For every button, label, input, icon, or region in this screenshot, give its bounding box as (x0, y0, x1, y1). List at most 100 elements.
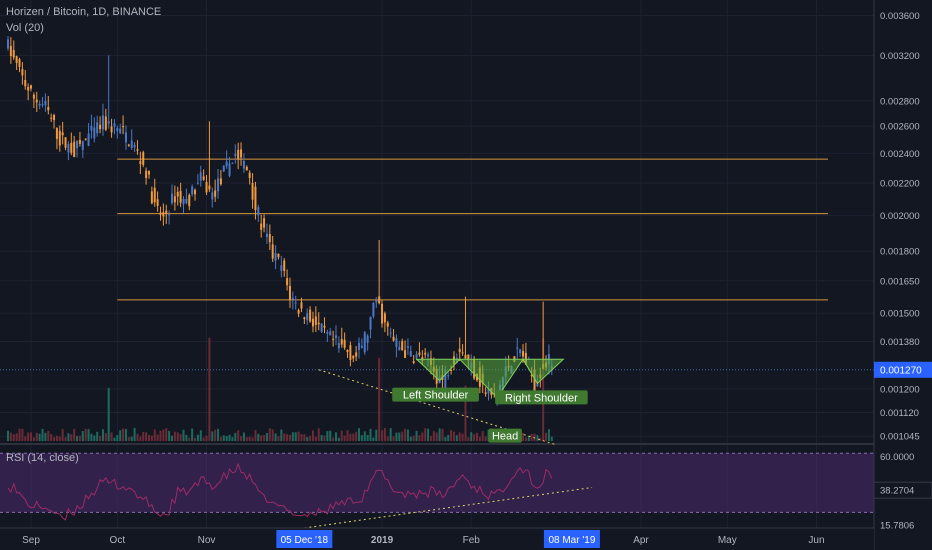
candle-body (424, 352, 427, 355)
candle-body (41, 104, 44, 106)
price-axis[interactable]: 0.003600 0.003200 0.002800 0.002600 0.002400… (873, 0, 932, 550)
volume-bar (545, 432, 548, 441)
volume-bar (156, 434, 159, 441)
volume-bar (271, 429, 274, 441)
volume-bar (372, 437, 375, 441)
volume-bar (547, 429, 550, 441)
price-tick-label: 0.003200 (880, 51, 920, 62)
volume-bar (196, 434, 199, 441)
volume-bar (401, 431, 404, 441)
volume-bar (398, 432, 401, 441)
volume-bar (159, 430, 162, 441)
volume-bar (240, 436, 243, 441)
candle-body (444, 370, 447, 389)
candle-body (530, 375, 533, 377)
price-tick-label: 0.001650 (880, 276, 920, 287)
volume-bar (18, 428, 21, 441)
chart-title[interactable]: Horizen / Bitcoin, 1D, BINANCE (6, 6, 162, 18)
volume-bar (406, 429, 409, 441)
candle-body (283, 260, 286, 271)
candle-body (280, 265, 283, 271)
volume-bar (32, 437, 35, 441)
candle-body (418, 352, 421, 355)
volume-bar (113, 437, 116, 441)
volume-bar (337, 437, 340, 441)
volume-bar (173, 431, 176, 441)
candle-body (199, 172, 202, 181)
volume-bar (352, 433, 355, 441)
volume-bar (217, 428, 220, 441)
candle-body (332, 338, 335, 340)
volume-bar (421, 432, 424, 441)
volume-bar (274, 433, 277, 441)
time-axis[interactable]: Sep Oct Nov 2019 Feb Apr May Jun 05 Dec '18 08 Ma… (0, 527, 874, 550)
volume-bar (539, 437, 542, 441)
candle-body (231, 162, 234, 164)
candle-body (519, 349, 522, 354)
candle-body (334, 335, 338, 339)
volume-bar (389, 428, 392, 441)
volume-bar (455, 435, 458, 441)
volume-bar (208, 337, 211, 441)
volume-bar (355, 431, 358, 441)
candle-body (214, 190, 217, 197)
volume-bar (245, 437, 248, 441)
candle-body (188, 194, 191, 207)
volume-bar (386, 436, 389, 441)
last-price-label: 0.001270 (880, 365, 922, 376)
volume-bar (473, 434, 476, 441)
candle-body (101, 115, 104, 130)
volume-bar (130, 436, 133, 441)
candle-body (219, 178, 222, 185)
volume-bar (288, 435, 291, 441)
rsi-legend[interactable]: RSI (14, close) (6, 452, 79, 464)
candle-body (329, 331, 332, 336)
candle-body (228, 163, 231, 176)
grid (0, 0, 932, 528)
volume-bar (96, 431, 99, 441)
candle-body (234, 153, 237, 156)
candle-body (93, 127, 96, 139)
candle-body (406, 346, 409, 348)
volume-bar (522, 432, 525, 441)
candle-body (288, 285, 291, 300)
candle-body (268, 234, 271, 243)
candle-body (27, 86, 30, 91)
candle-body (516, 347, 519, 349)
volume-bar (311, 430, 314, 441)
volume-bar (58, 436, 61, 441)
volume-bar (263, 435, 266, 441)
candle-body (392, 336, 395, 341)
volume-bar (50, 434, 53, 441)
pattern-labels: Left Shoulder Head Right Shoulder (392, 387, 588, 443)
price-tick-label: 0.001500 (880, 309, 920, 320)
price-tick-label: 0.002800 (880, 96, 920, 107)
volume-bar (404, 428, 407, 441)
volume-bar (412, 435, 415, 441)
volume-bar (199, 430, 202, 441)
volume-bar (24, 436, 27, 441)
candle-body (372, 302, 375, 317)
candle-body (467, 354, 470, 360)
volume-bar (441, 428, 444, 441)
candle-body (447, 375, 450, 377)
candle-body (271, 244, 274, 259)
price-tick-label: 0.002600 (880, 122, 920, 133)
volume-bar (283, 433, 286, 441)
volume-bar (317, 428, 320, 441)
volume-bar (194, 437, 197, 441)
candle-body (378, 296, 381, 304)
candle-body (277, 253, 280, 258)
candle-body (9, 45, 12, 57)
volume-legend[interactable]: Vol (20) (6, 22, 44, 34)
time-tick-label: Apr (633, 535, 649, 546)
time-tick-label: Feb (463, 535, 481, 546)
volume-bar (427, 428, 430, 441)
volume-bar (438, 428, 441, 441)
candle-body (191, 186, 194, 195)
volume-bar (234, 432, 237, 441)
candle-body (389, 332, 392, 334)
volume-bar (268, 428, 271, 441)
volume-bar (127, 437, 130, 441)
